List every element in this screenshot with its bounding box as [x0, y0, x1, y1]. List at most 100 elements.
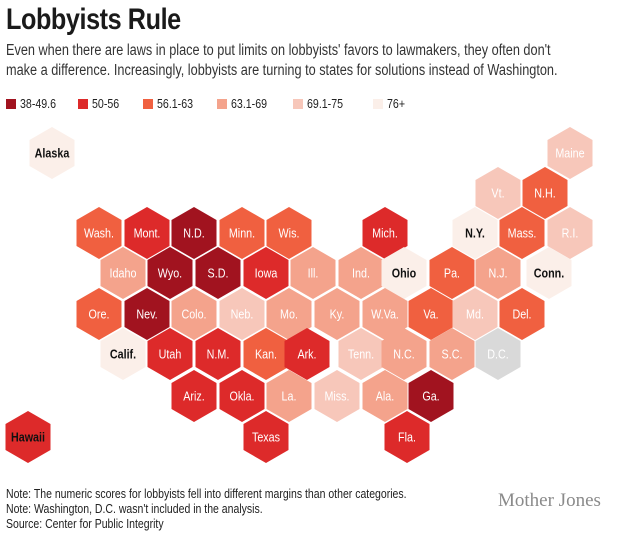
state-hex-shape-ill: [290, 247, 336, 299]
state-hex-shape-alaska: [29, 127, 75, 179]
state-hex-ky: Ky.: [314, 288, 360, 340]
map-title: Lobbyists Rule: [6, 3, 181, 36]
state-hex-n-d: N.D.: [171, 207, 217, 259]
state-label-mo: Mo.: [280, 308, 298, 322]
state-hex-ala: Ala.: [362, 370, 408, 422]
state-hex-shape-pa: [429, 247, 475, 299]
state-hex-shape-mich: [362, 207, 408, 259]
state-label-w-va: W.Va.: [371, 308, 399, 322]
state-hex-shape-s-c: [429, 328, 475, 380]
state-label-okla: Okla.: [229, 390, 254, 404]
legend-swatch-5: [293, 99, 303, 109]
legend-label-2: 50-56: [92, 97, 120, 111]
state-hex-shape-wis: [266, 207, 312, 259]
state-label-texas: Texas: [252, 431, 280, 445]
legend-swatch-3: [143, 99, 153, 109]
state-hex-texas: Texas: [243, 411, 289, 463]
state-label-md: Md.: [466, 308, 484, 322]
state-hex-n-m: N.M.: [195, 328, 241, 380]
note-2: Note: Washington, D.C. wasn't included i…: [6, 502, 263, 516]
state-label-hawaii: Hawaii: [11, 431, 45, 445]
state-hex-idaho: Idaho: [100, 247, 146, 299]
state-label-ariz: Ariz.: [183, 390, 204, 404]
state-hex-shape-va: [408, 288, 454, 340]
state-label-la: La.: [282, 390, 297, 404]
state-label-ala: Ala.: [376, 390, 395, 404]
state-hex-del: Del.: [499, 288, 545, 340]
state-hex-shape-ore: [76, 288, 122, 340]
legend-item-4: 63.1-69: [217, 96, 273, 112]
state-label-wis: Wis.: [279, 227, 300, 241]
state-label-del: Del.: [512, 308, 531, 322]
state-hex-mich: Mich.: [362, 207, 408, 259]
state-label-colo: Colo.: [181, 308, 206, 322]
note-1: Note: The numeric scores for lobbyists f…: [6, 487, 407, 501]
state-hex-shape-vt: [475, 167, 521, 219]
legend-item-1: 38-49.6: [6, 96, 62, 112]
state-label-s-d: S.D.: [208, 267, 229, 281]
state-hex-conn: Conn.: [526, 247, 572, 299]
state-hex-neb: Neb.: [219, 288, 265, 340]
state-label-nev: Nev.: [136, 308, 157, 322]
state-hex-shape-hawaii: [5, 411, 51, 463]
state-hex-miss: Miss.: [314, 370, 360, 422]
state-label-pa: Pa.: [444, 267, 460, 281]
state-label-calif: Calif.: [110, 348, 136, 362]
state-hex-shape-fla: [384, 411, 430, 463]
state-hex-wis: Wis.: [266, 207, 312, 259]
state-label-va: Va.: [423, 308, 438, 322]
state-label-tenn: Tenn.: [348, 348, 374, 362]
state-label-kan: Kan.: [255, 348, 277, 362]
state-hex-iowa: Iowa: [243, 247, 289, 299]
state-hex-shape-minn: [219, 207, 265, 259]
state-hex-shape-okla: [219, 370, 265, 422]
state-hex-vt: Vt.: [475, 167, 521, 219]
state-hex-shape-ga: [408, 370, 454, 422]
state-label-ark: Ark.: [297, 348, 316, 362]
legend-label-3: 56.1-63: [157, 97, 194, 111]
legend-label-4: 63.1-69: [231, 97, 268, 111]
state-hex-shape-neb: [219, 288, 265, 340]
state-hex-shape-ark: [284, 328, 330, 380]
state-hex-shape-la: [266, 370, 312, 422]
state-hex-shape-colo: [171, 288, 217, 340]
state-hex-s-c: S.C.: [429, 328, 475, 380]
state-hex-hawaii: Hawaii: [5, 411, 51, 463]
state-hex-shape-n-j: [475, 247, 521, 299]
state-hex-shape-mass: [499, 207, 545, 259]
state-hex-n-y: N.Y.: [452, 207, 498, 259]
state-label-n-j: N.J.: [488, 267, 507, 281]
state-hex-s-d: S.D.: [195, 247, 241, 299]
legend-item-3: 56.1-63: [143, 96, 199, 112]
state-label-neb: Neb.: [231, 308, 254, 322]
state-label-n-c: N.C.: [393, 348, 414, 362]
state-hex-shape-calif: [100, 328, 146, 380]
state-hex-ark: Ark.: [284, 328, 330, 380]
state-hex-shape-mo: [266, 288, 312, 340]
state-label-ga: Ga.: [422, 390, 439, 404]
state-hex-shape-n-d: [171, 207, 217, 259]
state-hex-shape-iowa: [243, 247, 289, 299]
state-label-fla: Fla.: [398, 431, 416, 445]
state-hex-nev: Nev.: [124, 288, 170, 340]
state-hex-va: Va.: [408, 288, 454, 340]
state-hex-fla: Fla.: [384, 411, 430, 463]
state-hex-shape-ky: [314, 288, 360, 340]
legend-swatch-1: [6, 99, 16, 109]
state-hex-maine: Maine: [547, 127, 593, 179]
state-hex-mass: Mass.: [499, 207, 545, 259]
map-subtitle: Even when there are laws in place to put…: [6, 42, 558, 79]
state-label-minn: Minn.: [229, 227, 255, 241]
state-hex-shape-idaho: [100, 247, 146, 299]
state-hex-shape-n-c: [381, 328, 427, 380]
state-hex-la: La.: [266, 370, 312, 422]
state-hex-mo: Mo.: [266, 288, 312, 340]
state-hex-shape-md: [452, 288, 498, 340]
state-hex-d-c: D.C.: [475, 328, 521, 380]
legend-item-6: 76+: [373, 96, 408, 112]
legend: 38-49.6 50-56 56.1-63 63.1-69 69.1-75 76…: [6, 96, 626, 112]
state-label-mass: Mass.: [508, 227, 537, 241]
state-hex-calif: Calif.: [100, 328, 146, 380]
state-hex-shape-w-va: [362, 288, 408, 340]
